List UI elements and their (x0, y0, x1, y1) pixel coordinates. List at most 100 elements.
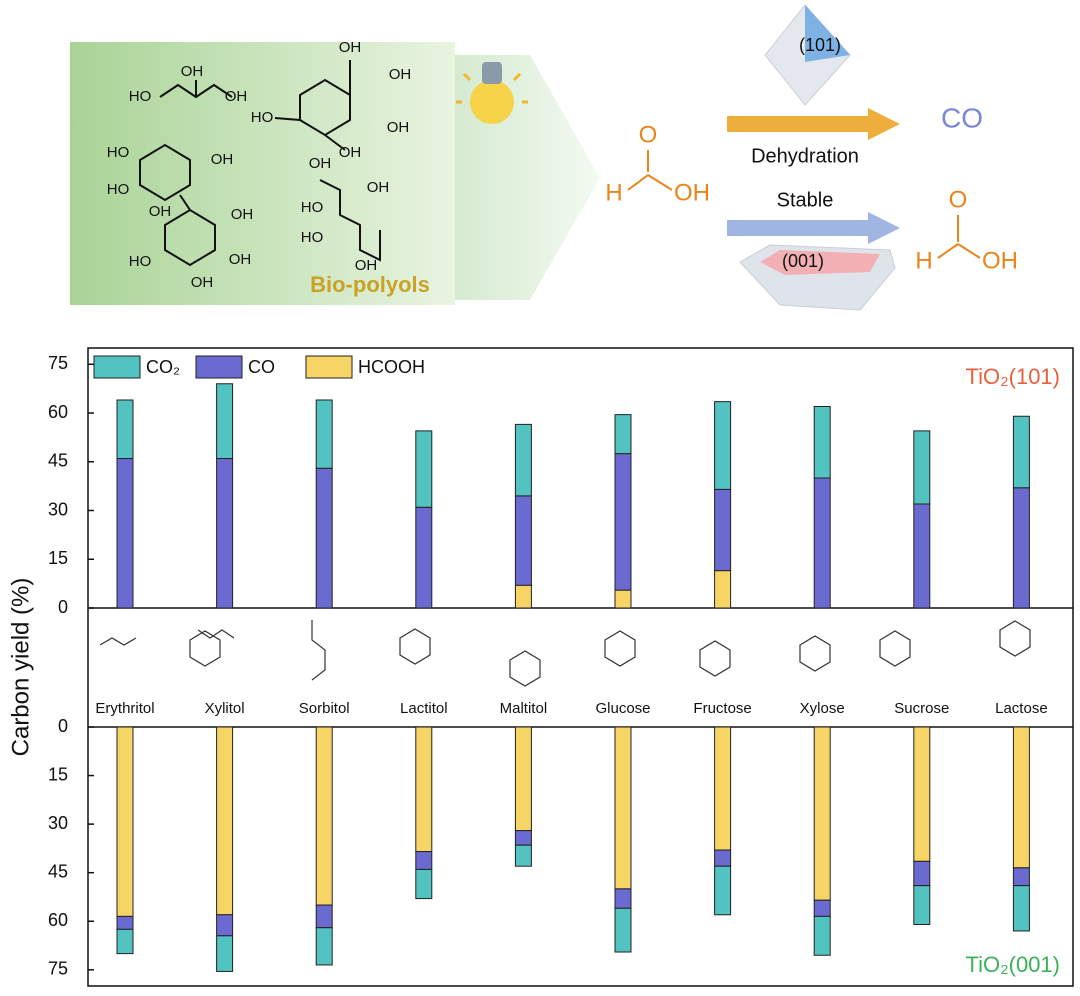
atom-label: HO (107, 144, 130, 161)
path-label: Dehydration (751, 145, 859, 167)
bar-segment (116, 458, 134, 609)
atom-o: O (639, 121, 658, 148)
y-tick-label: 15 (48, 764, 68, 784)
structure-sketches (99, 620, 1031, 687)
y-tick-label: 75 (48, 353, 68, 373)
panel-label: TiO₂(101) (965, 364, 1060, 389)
bar-segment (714, 401, 732, 490)
bar-segment (514, 830, 532, 846)
bar-segment (315, 467, 333, 609)
bar-segment (714, 849, 732, 867)
y-tick-label: 75 (48, 959, 68, 979)
y-tick-label: 0 (58, 597, 68, 617)
bar-segment (614, 414, 632, 455)
y-tick-label: 45 (48, 451, 68, 471)
category-label: Sucrose (894, 700, 949, 717)
bar-segment (813, 915, 831, 956)
category-label: Lactitol (400, 700, 448, 717)
atom-label: HO (107, 181, 130, 198)
category-label: Maltitol (500, 700, 548, 717)
bar-segment (216, 935, 234, 972)
y-tick-label: 30 (48, 499, 68, 519)
plot-frame (87, 347, 1074, 987)
path-label: Stable (777, 189, 834, 211)
arrow-stable (727, 212, 900, 244)
bar-segment (415, 726, 433, 853)
bar-segment (913, 503, 931, 609)
bar-segment (714, 570, 732, 609)
atom-h: H (605, 179, 622, 206)
legend-label: CO₂ (146, 357, 180, 377)
atom-label: OH (367, 179, 390, 196)
bar-segment (216, 383, 234, 459)
category-label: Sorbitol (299, 700, 350, 717)
molecules (139, 60, 381, 267)
bar-segment (714, 865, 732, 916)
bar-segment (216, 726, 234, 916)
y-tick-label: 30 (48, 813, 68, 833)
bar-segment (714, 488, 732, 572)
facet-label: (101) (799, 35, 841, 55)
bar-segment (315, 927, 333, 966)
product-co: CO (941, 102, 983, 133)
bulb (456, 62, 528, 124)
bar-segment (1012, 885, 1030, 932)
legend-label: HCOOH (358, 357, 425, 377)
bar-segment (813, 899, 831, 917)
bar-segment (116, 726, 134, 917)
atom-label: HO (301, 229, 324, 246)
atom-oh: OH (982, 247, 1018, 274)
bar-segment (514, 726, 532, 832)
bar-segment (315, 399, 333, 469)
atom-label: OH (229, 251, 252, 268)
legend-swatch (305, 355, 353, 379)
y-axis-label: Carbon yield (%) (7, 578, 34, 757)
bar-segment (514, 584, 532, 609)
legend-swatch (93, 355, 141, 379)
atom-label: OH (339, 39, 362, 56)
atom-label: HO (251, 109, 274, 126)
bar-segment (1012, 487, 1030, 609)
bar-segment (514, 423, 532, 497)
bar-segment (116, 915, 134, 930)
schematic: OH HO OH OH HO OH OH OH HO OH HO OH HO O… (70, 4, 1018, 311)
atom-label: OH (387, 119, 410, 136)
bar-segment (913, 726, 931, 862)
atom-label: OH (211, 151, 234, 168)
bar-segment (315, 726, 333, 906)
bar-segment (614, 589, 632, 609)
atom-label: OH (231, 206, 254, 223)
bar-segment (714, 726, 732, 851)
bar-segment (216, 914, 234, 937)
atom-label: HO (129, 88, 152, 105)
atom-label: HO (129, 253, 152, 270)
polyol-box (70, 42, 455, 305)
panel-label: TiO₂(001) (965, 952, 1060, 977)
category-label: Xylose (800, 700, 845, 717)
legend-swatch (195, 355, 243, 379)
formic-right: O H OH (915, 186, 1018, 274)
bar-segment (614, 453, 632, 591)
bar-segment (116, 399, 134, 459)
legend-label: CO (248, 357, 275, 377)
y-tick-label: 60 (48, 402, 68, 422)
crystal-001: (001) (739, 244, 896, 311)
category-label: Erythritol (95, 700, 154, 717)
atom-label: OH (339, 144, 362, 161)
y-tick-label: 0 (58, 716, 68, 736)
bar-segment (614, 907, 632, 953)
atom-label: OH (149, 203, 172, 220)
y-tick-label: 45 (48, 861, 68, 881)
crystal-101: (101) (764, 4, 851, 106)
bar-segment (315, 904, 333, 929)
bio-label: Bio-polyols (310, 272, 430, 297)
bar-segment (813, 477, 831, 609)
atom-oh: OH (674, 179, 710, 206)
bar-segment (813, 726, 831, 901)
bar-segment (614, 726, 632, 890)
formic-left: O H OH (605, 121, 710, 206)
atom-label: OH (389, 66, 412, 83)
bar-segment (415, 868, 433, 900)
